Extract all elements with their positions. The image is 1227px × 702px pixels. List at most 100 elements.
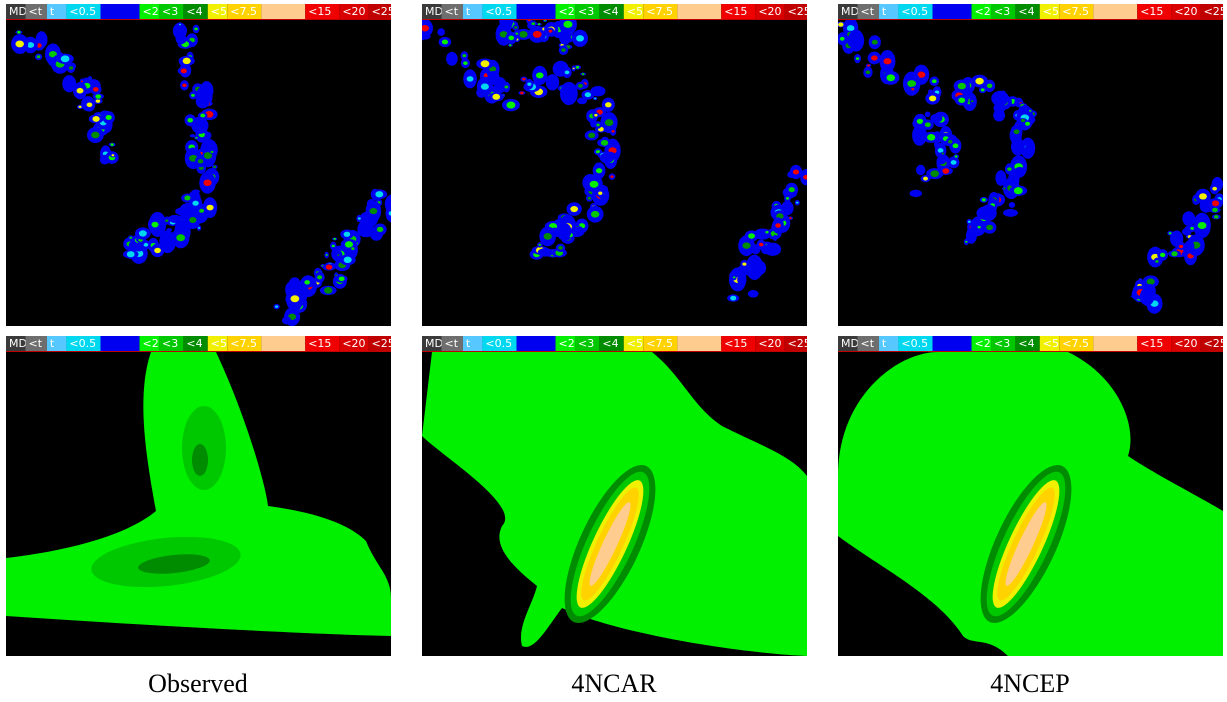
echo [1147, 278, 1155, 284]
echo [601, 140, 608, 146]
legend-label: <5 [1043, 5, 1059, 18]
legend-label: <3 [578, 337, 594, 350]
echo [1025, 122, 1030, 126]
echo [492, 94, 500, 100]
legend-swatch [261, 336, 305, 351]
echo [759, 243, 764, 247]
echo [856, 57, 859, 60]
legend-label: <4 [186, 5, 202, 18]
legend-label: <t [28, 5, 42, 18]
legend-label: <7.5 [646, 5, 673, 18]
legend-label: <2 [143, 5, 159, 18]
echo [838, 22, 844, 26]
legend-label: <20 [342, 337, 365, 350]
legend-swatch [517, 336, 556, 351]
echo [996, 95, 1005, 102]
legend-label: MD [9, 337, 27, 350]
echo [182, 84, 186, 88]
echo [206, 134, 209, 137]
echo [1184, 230, 1189, 234]
legend-label: <0.5 [901, 337, 928, 350]
echo [573, 68, 575, 70]
echo [351, 247, 354, 250]
echo [751, 292, 756, 296]
echo [929, 95, 936, 101]
legend-label: <25 [372, 5, 395, 18]
echo [1017, 170, 1023, 174]
echo [284, 319, 289, 323]
echo [1169, 232, 1172, 234]
echo [292, 282, 298, 287]
legend-label: <2 [975, 337, 991, 350]
echo [942, 152, 944, 154]
panels: MD<tt<0.5<2<3<4<5<7.5<15<20<25MD<tt<0.5<… [6, 4, 1227, 656]
echo [66, 81, 73, 87]
echo [183, 58, 191, 65]
echo [605, 119, 613, 126]
echo [481, 83, 489, 89]
echo [867, 64, 870, 66]
echo [375, 191, 383, 197]
echo [578, 84, 583, 88]
echo [129, 237, 132, 239]
echo [565, 70, 570, 74]
caption: 4NCAR [571, 669, 657, 698]
echo [213, 166, 216, 168]
echo [154, 248, 161, 253]
echo [576, 35, 584, 41]
echo [335, 274, 337, 276]
echo [520, 91, 524, 94]
echo [463, 61, 468, 65]
echo [750, 264, 759, 271]
echo [1027, 148, 1032, 152]
echo [61, 55, 70, 62]
legend-label: t [50, 5, 55, 18]
legend-label: <25 [372, 337, 395, 350]
map-background [838, 4, 1223, 326]
echo [981, 88, 985, 91]
echo [1179, 245, 1183, 248]
echo [96, 99, 101, 103]
map-panel: MD<tt<0.5<2<3<4<5<7.5<15<20<25 [6, 336, 395, 656]
echo [467, 76, 474, 81]
echo [200, 114, 205, 118]
echo [594, 98, 596, 100]
echo [582, 73, 585, 75]
echo [95, 94, 101, 99]
echo [774, 237, 776, 239]
echo [93, 87, 99, 92]
echo [163, 238, 171, 245]
echo [998, 176, 1003, 180]
legend-label: MD [841, 5, 859, 18]
echo [198, 227, 200, 229]
echo [913, 191, 919, 196]
echo [1212, 208, 1218, 213]
echo [131, 243, 135, 247]
echo [127, 251, 135, 257]
legend-label: <7.5 [1062, 337, 1089, 350]
legend-label: <20 [758, 5, 781, 18]
legend-label: <4 [1018, 337, 1034, 350]
legend-swatch [101, 4, 140, 19]
echo [603, 155, 610, 161]
map-panel: MD<tt<0.5<2<3<4<5<7.5<15<20<25 [416, 4, 817, 326]
echo [549, 80, 556, 85]
echo [955, 155, 958, 157]
echo [987, 84, 993, 88]
legend-label: MD [9, 5, 27, 18]
echo [1183, 253, 1185, 255]
echo [935, 144, 938, 146]
echo [925, 122, 931, 127]
echo [519, 31, 528, 38]
map-panel: MD<tt<0.5<2<3<4<5<7.5<15<20<25 [838, 336, 1227, 656]
legend-label: t [466, 5, 471, 18]
legend-label: <20 [1174, 337, 1197, 350]
echo [178, 37, 184, 41]
echo [965, 241, 968, 243]
legend-label: <25 [1204, 337, 1227, 350]
echo [918, 168, 923, 172]
echo [189, 217, 196, 223]
echo [598, 191, 602, 194]
echo [1160, 253, 1165, 257]
echo [195, 137, 197, 139]
